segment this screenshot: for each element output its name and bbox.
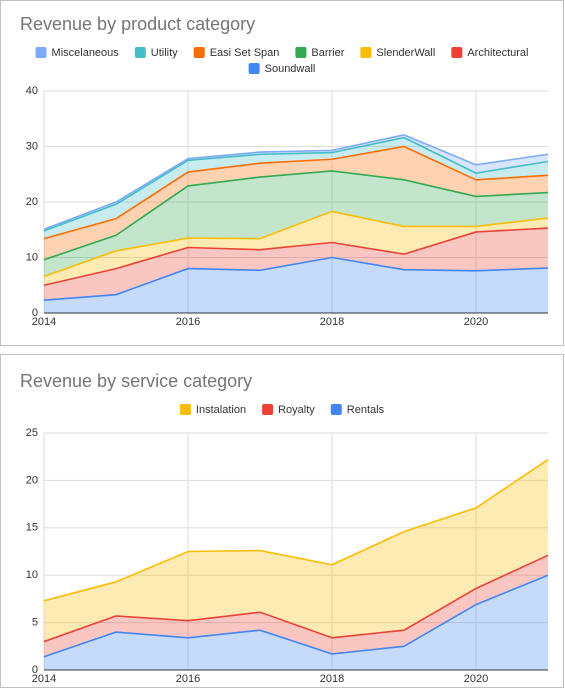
y-tick-label: 20 [26,196,38,208]
area-fill [44,146,548,260]
x-tick-label: 2014 [32,673,56,685]
area-line [43,574,549,658]
legend-item: SlenderWall [360,47,435,59]
area-fill [44,555,548,657]
x-tick-label: 2020 [464,316,488,328]
area-line [43,145,549,240]
y-tick-label: 40 [26,85,38,97]
x-tick-label: 2016 [176,673,200,685]
area-line [43,458,549,602]
legend-swatch [262,404,274,415]
area-fill [44,137,548,239]
area-line [43,136,549,232]
legend-swatch [179,404,191,415]
legend-swatch [451,47,463,58]
y-tick-label: 0 [32,307,38,319]
legend-label: Architectural [467,47,528,59]
area-fill [44,211,548,286]
y-tick-label: 20 [26,474,38,486]
legend-swatch [134,47,146,58]
legend-swatch [360,47,372,58]
x-tick-label: 2014 [32,316,56,328]
area-line [43,554,549,643]
y-tick-label: 30 [26,140,38,152]
chart-panel [0,0,564,346]
area-fill [44,257,548,313]
y-tick-label: 5 [32,617,38,629]
y-tick-label: 0 [32,664,38,676]
legend-swatch [35,47,47,58]
y-tick-label: 15 [26,522,38,534]
area-line [43,210,549,278]
area-line [43,170,549,261]
area-fill [44,459,548,642]
legend-item: Architectural [451,47,528,59]
area-line [43,227,549,287]
legend-item: Utility [134,47,178,59]
x-tick-label: 2016 [176,316,200,328]
area-fill [44,228,548,301]
y-tick-label: 25 [26,427,38,439]
y-tick-label: 10 [26,251,38,263]
legend-item: Instalation [179,404,246,416]
legend-label: Royalty [278,404,315,416]
legend-item: Soundwall [248,63,316,75]
legend-item: Rentals [330,404,385,416]
legend-label: Easi Set Span [210,47,280,59]
area-line [43,134,549,230]
chart-title: Revenue by product category [20,14,255,34]
legend-swatch [330,404,342,415]
chart-title: Revenue by service category [20,371,252,391]
area-fill [44,575,548,670]
legend-label: SlenderWall [376,47,435,59]
chart-panel [0,354,564,688]
legend-item: Miscelaneous [35,47,120,59]
legend-label: Barrier [311,47,344,59]
legend-swatch [295,47,307,58]
legend-label: Rentals [347,404,385,416]
legend-item: Easi Set Span [193,47,280,59]
legend-item: Royalty [262,404,315,416]
legend-item: Barrier [295,47,345,59]
x-tick-label: 2020 [464,673,488,685]
area-fill [44,170,548,277]
legend-label: Soundwall [265,63,316,75]
legend-swatch [248,63,260,74]
x-tick-label: 2018 [320,673,344,685]
legend-swatch [193,47,205,58]
y-tick-label: 10 [26,569,38,581]
legend-label: Miscelaneous [52,47,120,59]
legend-label: Instalation [196,404,246,416]
x-tick-label: 2018 [320,316,344,328]
legend-label: Utility [151,47,178,59]
area-line [43,256,549,302]
